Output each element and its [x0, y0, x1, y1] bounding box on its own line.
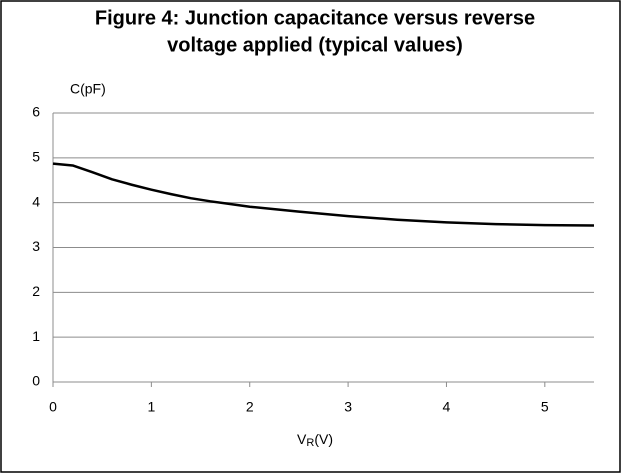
y-tick-label: 4	[32, 193, 40, 209]
y-tick-label: 0	[32, 373, 40, 389]
x-axis-label-base: V	[297, 431, 307, 447]
x-tick-label: 0	[49, 399, 57, 415]
y-tick-label: 1	[32, 328, 40, 344]
x-tick-label: 1	[147, 399, 155, 415]
x-axis-label: VR(V)	[297, 431, 333, 449]
x-tick-label: 2	[246, 399, 254, 415]
x-axis-label-unit: (V)	[314, 431, 333, 447]
y-tick-label: 6	[32, 104, 40, 120]
x-tick-label: 4	[443, 399, 451, 415]
x-tick-label: 5	[541, 399, 549, 415]
y-axis-label: C(pF)	[70, 81, 106, 97]
chart-title: Figure 4: Junction capacitance versus re…	[95, 7, 535, 29]
y-tick-label: 3	[32, 238, 40, 254]
chart-title: voltage applied (typical values)	[167, 34, 463, 56]
x-axis-label-sub: R	[306, 437, 314, 449]
line-series	[52, 162, 595, 227]
x-tick-label: 3	[344, 399, 352, 415]
y-tick-label: 5	[32, 149, 40, 165]
y-tick-label: 2	[32, 283, 40, 299]
